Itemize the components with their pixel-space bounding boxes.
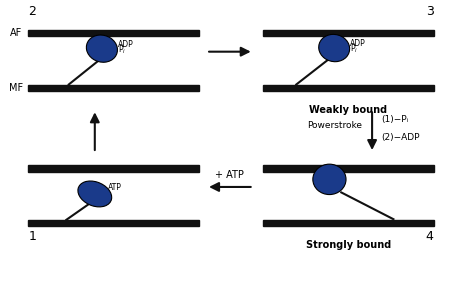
Bar xyxy=(28,30,199,36)
Text: AF: AF xyxy=(9,28,22,38)
Text: 4: 4 xyxy=(426,230,434,243)
Bar xyxy=(28,85,199,91)
Text: ADP: ADP xyxy=(350,39,365,48)
Text: + ATP: + ATP xyxy=(216,170,244,180)
Text: (1)−Pᵢ: (1)−Pᵢ xyxy=(382,115,409,123)
Bar xyxy=(263,85,434,91)
Bar xyxy=(28,220,199,226)
Text: (2)−ADP: (2)−ADP xyxy=(382,133,420,142)
Ellipse shape xyxy=(319,34,350,62)
Bar xyxy=(263,220,434,226)
Text: 3: 3 xyxy=(426,5,434,18)
Bar xyxy=(28,165,199,172)
Text: ADP: ADP xyxy=(118,40,133,49)
Ellipse shape xyxy=(86,35,118,62)
Text: 2: 2 xyxy=(28,5,36,18)
Bar xyxy=(263,165,434,172)
Text: 1: 1 xyxy=(28,230,36,243)
Text: P$_i$: P$_i$ xyxy=(350,42,358,55)
Bar xyxy=(263,30,434,36)
Text: MF: MF xyxy=(9,83,24,93)
Ellipse shape xyxy=(78,181,112,207)
Text: Weakly bound: Weakly bound xyxy=(310,105,387,115)
Text: Powerstroke: Powerstroke xyxy=(308,121,363,130)
Text: ATP: ATP xyxy=(108,183,122,192)
Ellipse shape xyxy=(313,164,346,195)
Text: Strongly bound: Strongly bound xyxy=(306,240,391,250)
Text: P$_i$: P$_i$ xyxy=(118,43,126,56)
